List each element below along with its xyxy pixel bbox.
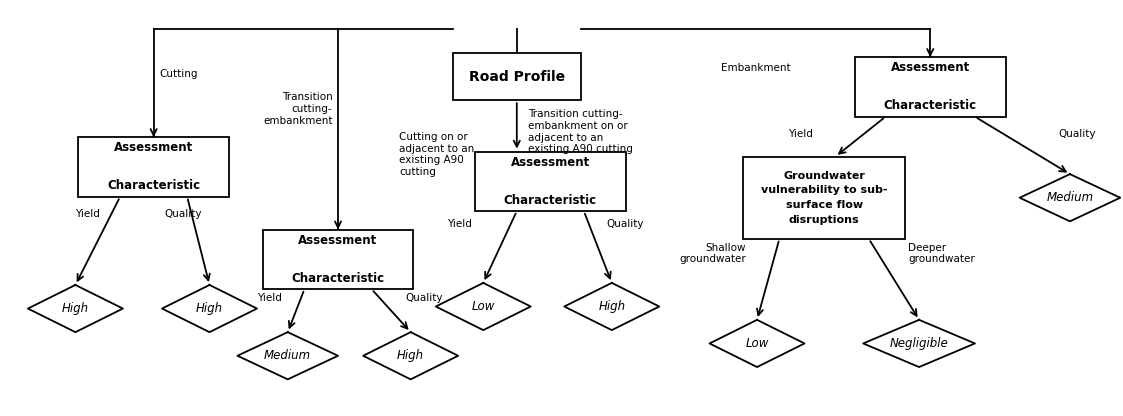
Text: High: High: [599, 300, 626, 313]
Text: Low: Low: [472, 300, 495, 313]
Text: Yield: Yield: [788, 129, 813, 139]
Text: Road Profile: Road Profile: [468, 69, 565, 84]
Text: Cutting: Cutting: [159, 69, 198, 79]
Text: Medium: Medium: [264, 349, 311, 362]
Bar: [79, 137, 229, 197]
Bar: [263, 230, 413, 289]
Bar: [743, 157, 905, 239]
Text: High: High: [398, 349, 424, 362]
Text: Yield: Yield: [447, 219, 472, 229]
Text: Yield: Yield: [75, 209, 100, 219]
Text: Assessment

Characteristic: Assessment Characteristic: [504, 156, 597, 207]
Text: Quality: Quality: [606, 219, 643, 229]
Text: Quality: Quality: [1059, 129, 1096, 139]
Text: Negligible: Negligible: [889, 337, 949, 350]
Text: Assessment

Characteristic: Assessment Characteristic: [292, 234, 384, 285]
Text: Assessment

Characteristic: Assessment Characteristic: [884, 62, 977, 112]
Bar: [475, 151, 626, 211]
Text: Deeper
groundwater: Deeper groundwater: [907, 243, 975, 265]
Text: Yield: Yield: [257, 293, 282, 303]
Text: Transition cutting-
embankment on or
adjacent to an
existing A90 cutting: Transition cutting- embankment on or adj…: [528, 109, 633, 154]
Text: Quality: Quality: [405, 293, 442, 303]
Text: Quality: Quality: [165, 209, 202, 219]
Text: High: High: [195, 302, 223, 315]
Text: Assessment

Characteristic: Assessment Characteristic: [107, 141, 200, 193]
Bar: [453, 53, 581, 100]
Text: Embankment: Embankment: [721, 62, 791, 72]
Text: Groundwater
vulnerability to sub-
surface flow
disruptions: Groundwater vulnerability to sub- surfac…: [761, 171, 887, 225]
Text: Cutting on or
adjacent to an
existing A90
cutting: Cutting on or adjacent to an existing A9…: [400, 132, 475, 177]
Text: Medium: Medium: [1047, 191, 1094, 204]
Text: Low: Low: [746, 337, 769, 350]
Text: Transition
cutting-
embankment: Transition cutting- embankment: [263, 92, 332, 126]
Text: High: High: [62, 302, 89, 315]
Text: Shallow
groundwater: Shallow groundwater: [679, 243, 746, 265]
Bar: [855, 57, 1006, 116]
